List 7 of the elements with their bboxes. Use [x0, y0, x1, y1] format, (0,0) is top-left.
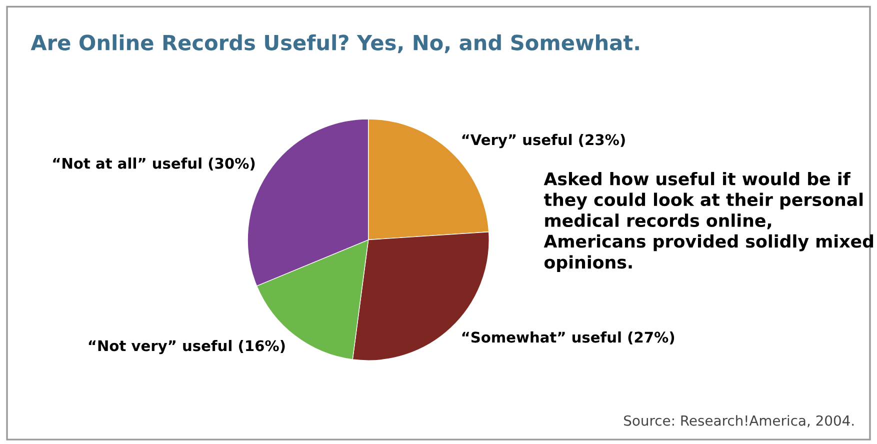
slice-label: “Very” useful (23%)	[462, 134, 625, 148]
slice-label: “Not at all” useful (30%)	[53, 158, 255, 171]
slice-label: “Somewhat” useful (27%)	[462, 331, 674, 344]
text: Asked how useful it would be if they could look at their personal medical records online, Americans provided solidly mixed opinions.	[544, 172, 874, 272]
source-note: Source: Research!America, 2004.	[624, 415, 854, 428]
slice-label: “Not very” useful (16%)	[88, 340, 285, 354]
chart-title: Are Online Records Useful? Yes, No, and Somewhat.	[30, 34, 639, 54]
